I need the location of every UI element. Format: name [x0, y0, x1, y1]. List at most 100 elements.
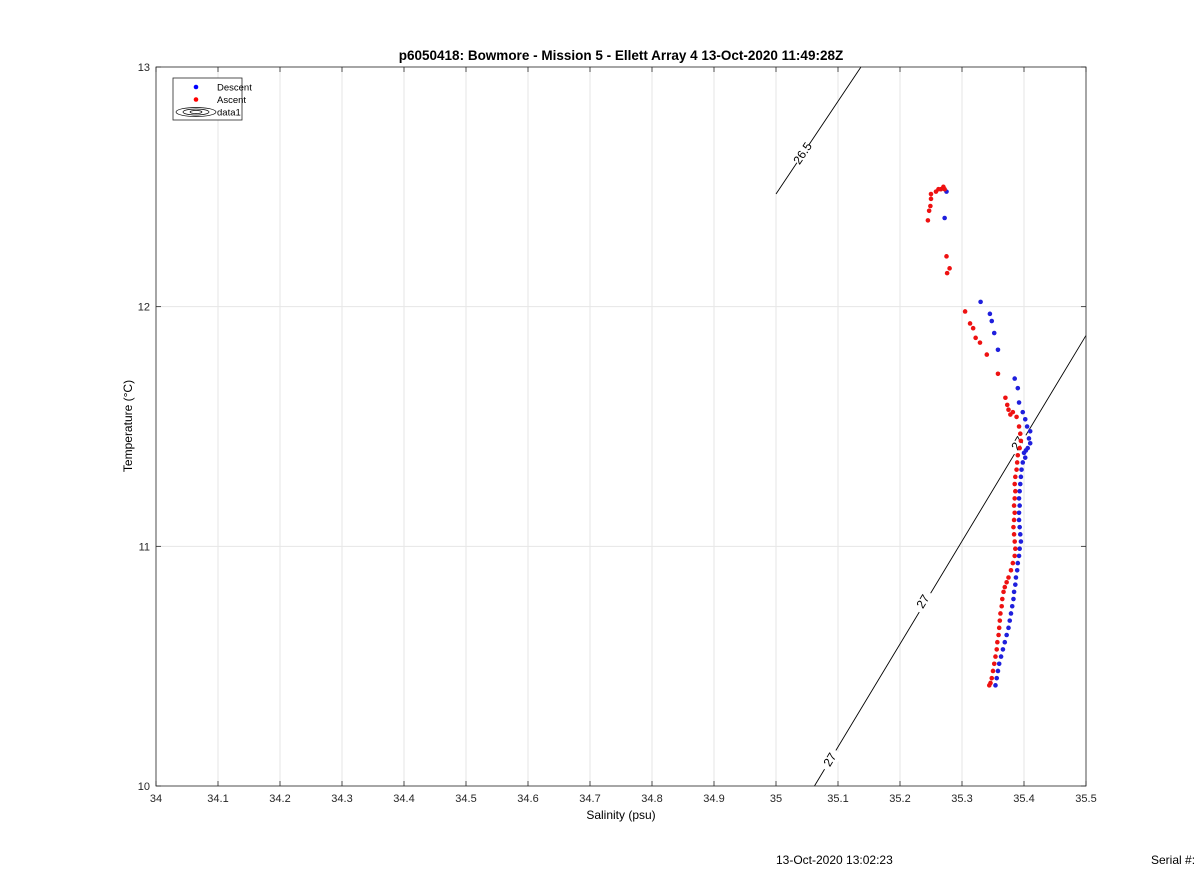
data-point: [944, 254, 949, 259]
data-point: [1011, 503, 1017, 508]
data-point: [993, 683, 998, 688]
data-point: [1027, 428, 1033, 434]
x-tick-label: 34.1: [207, 793, 228, 805]
data-point: [1012, 510, 1017, 516]
legend-contour-icon: [175, 107, 217, 117]
data-point: [1017, 532, 1023, 537]
data-point: [1015, 385, 1021, 391]
data-point: [1024, 424, 1030, 429]
data-point: [1003, 395, 1008, 401]
data-point: [1016, 510, 1022, 516]
data-point: [1004, 579, 1009, 585]
x-tick-label: 35: [770, 793, 782, 805]
data-point: [1002, 584, 1008, 590]
data-point: [1010, 409, 1016, 415]
legend-box: [172, 77, 243, 121]
data-points: [925, 184, 1033, 688]
contour-label-gap: [789, 139, 816, 167]
footer-serial: Serial #:: [1151, 853, 1196, 867]
data-point: [1018, 438, 1024, 444]
x-tick-label: 34.8: [641, 793, 662, 805]
data-point: [1016, 400, 1022, 405]
contour-label-gap: [910, 587, 936, 616]
data-point: [991, 330, 997, 336]
data-point: [1014, 568, 1020, 573]
data-point: [1007, 618, 1013, 623]
data-point: [1010, 560, 1016, 566]
data-point: [1016, 496, 1022, 501]
x-tick-label: 35.2: [889, 793, 910, 805]
data-point: [1017, 524, 1022, 530]
data-point: [1015, 560, 1021, 566]
data-point: [1017, 488, 1022, 494]
y-tick-label: 12: [138, 302, 150, 314]
chart-title: p6050418: Bowmore - Mission 5 - Ellett A…: [399, 48, 843, 63]
data-point: [962, 309, 968, 314]
data-point: [995, 639, 1000, 645]
data-point: [925, 218, 931, 223]
data-point: [996, 625, 1002, 631]
data-point: [1014, 467, 1019, 472]
data-point: [1018, 474, 1024, 480]
data-point: [1012, 539, 1017, 544]
legend-label: Ascent: [217, 95, 246, 106]
data-point: [1004, 632, 1009, 638]
x-tick-label: 35.5: [1075, 793, 1096, 805]
data-point: [999, 603, 1004, 609]
data-point: [942, 186, 947, 192]
data-point: [996, 632, 1001, 638]
data-point: [970, 325, 976, 331]
data-point: [977, 340, 983, 345]
data-point: [1008, 611, 1014, 616]
legend-contour-icon: [182, 108, 210, 116]
data-point: [1000, 596, 1005, 602]
y-tick-label: 13: [138, 62, 150, 74]
data-point: [987, 311, 993, 317]
x-tick-label: 34.5: [455, 793, 476, 805]
data-point: [990, 668, 996, 674]
data-point: [993, 654, 998, 659]
data-point: [986, 683, 992, 688]
data-point: [1008, 568, 1014, 573]
data-point: [978, 299, 983, 305]
data-point: [1001, 589, 1006, 595]
data-point: [1011, 532, 1017, 537]
data-point: [995, 347, 1001, 353]
data-point: [1015, 452, 1021, 458]
data-point: [967, 321, 973, 326]
footer-timestamp: 13-Oct-2020 13:02:23: [776, 853, 893, 867]
data-point: [1016, 424, 1022, 429]
legend-marker: [193, 97, 199, 102]
data-point: [947, 266, 952, 271]
data-point: [1022, 455, 1028, 460]
data-point: [989, 318, 995, 324]
data-point: [1017, 503, 1022, 508]
data-point: [997, 618, 1003, 623]
data-point: [926, 208, 932, 214]
data-point: [944, 270, 950, 276]
contour-label: 27: [1008, 434, 1027, 453]
data-point: [1004, 402, 1010, 408]
data-point: [1019, 467, 1024, 472]
data-point: [1017, 481, 1023, 487]
x-axis-label: Salinity (psu): [586, 808, 655, 822]
data-point: [995, 371, 1001, 377]
x-tick-label: 34.7: [579, 793, 600, 805]
data-point: [942, 215, 947, 221]
series-descent: [942, 189, 1033, 688]
contour-label-gap: [1005, 429, 1031, 457]
data-point: [1011, 524, 1016, 530]
data-point: [984, 352, 990, 357]
legend-contour-icon: [189, 110, 203, 114]
data-point: [1002, 639, 1008, 645]
legend-label: data1: [217, 108, 241, 119]
data-point: [1027, 440, 1033, 446]
isopycnal-line: [775, 66, 862, 195]
data-point: [1013, 488, 1018, 494]
data-point: [1020, 460, 1026, 465]
data-point: [1011, 517, 1017, 523]
data-point: [928, 191, 934, 197]
data-point: [998, 611, 1003, 616]
